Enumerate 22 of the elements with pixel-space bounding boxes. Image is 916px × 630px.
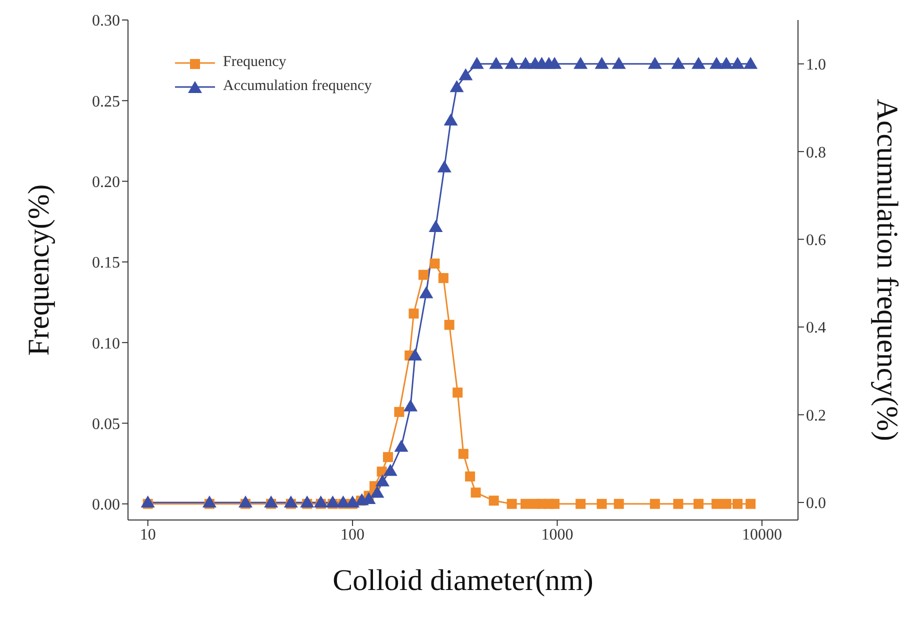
x-tick-label: 1000 <box>541 526 574 544</box>
y-tick-label: 0.30 <box>92 12 120 30</box>
legend-label: Frequency <box>222 53 288 72</box>
y2-axis-title: Accumulation frequency(%) <box>870 98 904 442</box>
y-tick-label: 0.25 <box>92 93 120 110</box>
x-axis-title: Colloid diameter(nm) <box>332 564 594 597</box>
y2-tick-label: 0.8 <box>806 144 826 162</box>
y2-tick-label: 0.0 <box>806 495 826 512</box>
y-tick-label: 0.20 <box>92 174 120 191</box>
legend-label: Accumulation frequency <box>222 77 372 96</box>
y-tick-label: 0.05 <box>92 416 120 433</box>
y-tick-label: 0.00 <box>92 496 120 514</box>
y2-tick-label: 0.2 <box>806 407 826 424</box>
y2-tick-label: 0.6 <box>806 232 826 249</box>
y2-tick-label: 1.0 <box>806 56 826 74</box>
x-tick-label: 10000 <box>742 526 782 544</box>
y-axis-title: Frequency(%) <box>22 184 56 356</box>
x-tick-label: 10 <box>140 526 156 544</box>
y2-tick-label: 0.4 <box>806 320 826 337</box>
x-tick-label: 100 <box>340 526 365 544</box>
y-tick-label: 0.15 <box>92 254 120 272</box>
y-tick-label: 0.10 <box>92 335 120 352</box>
